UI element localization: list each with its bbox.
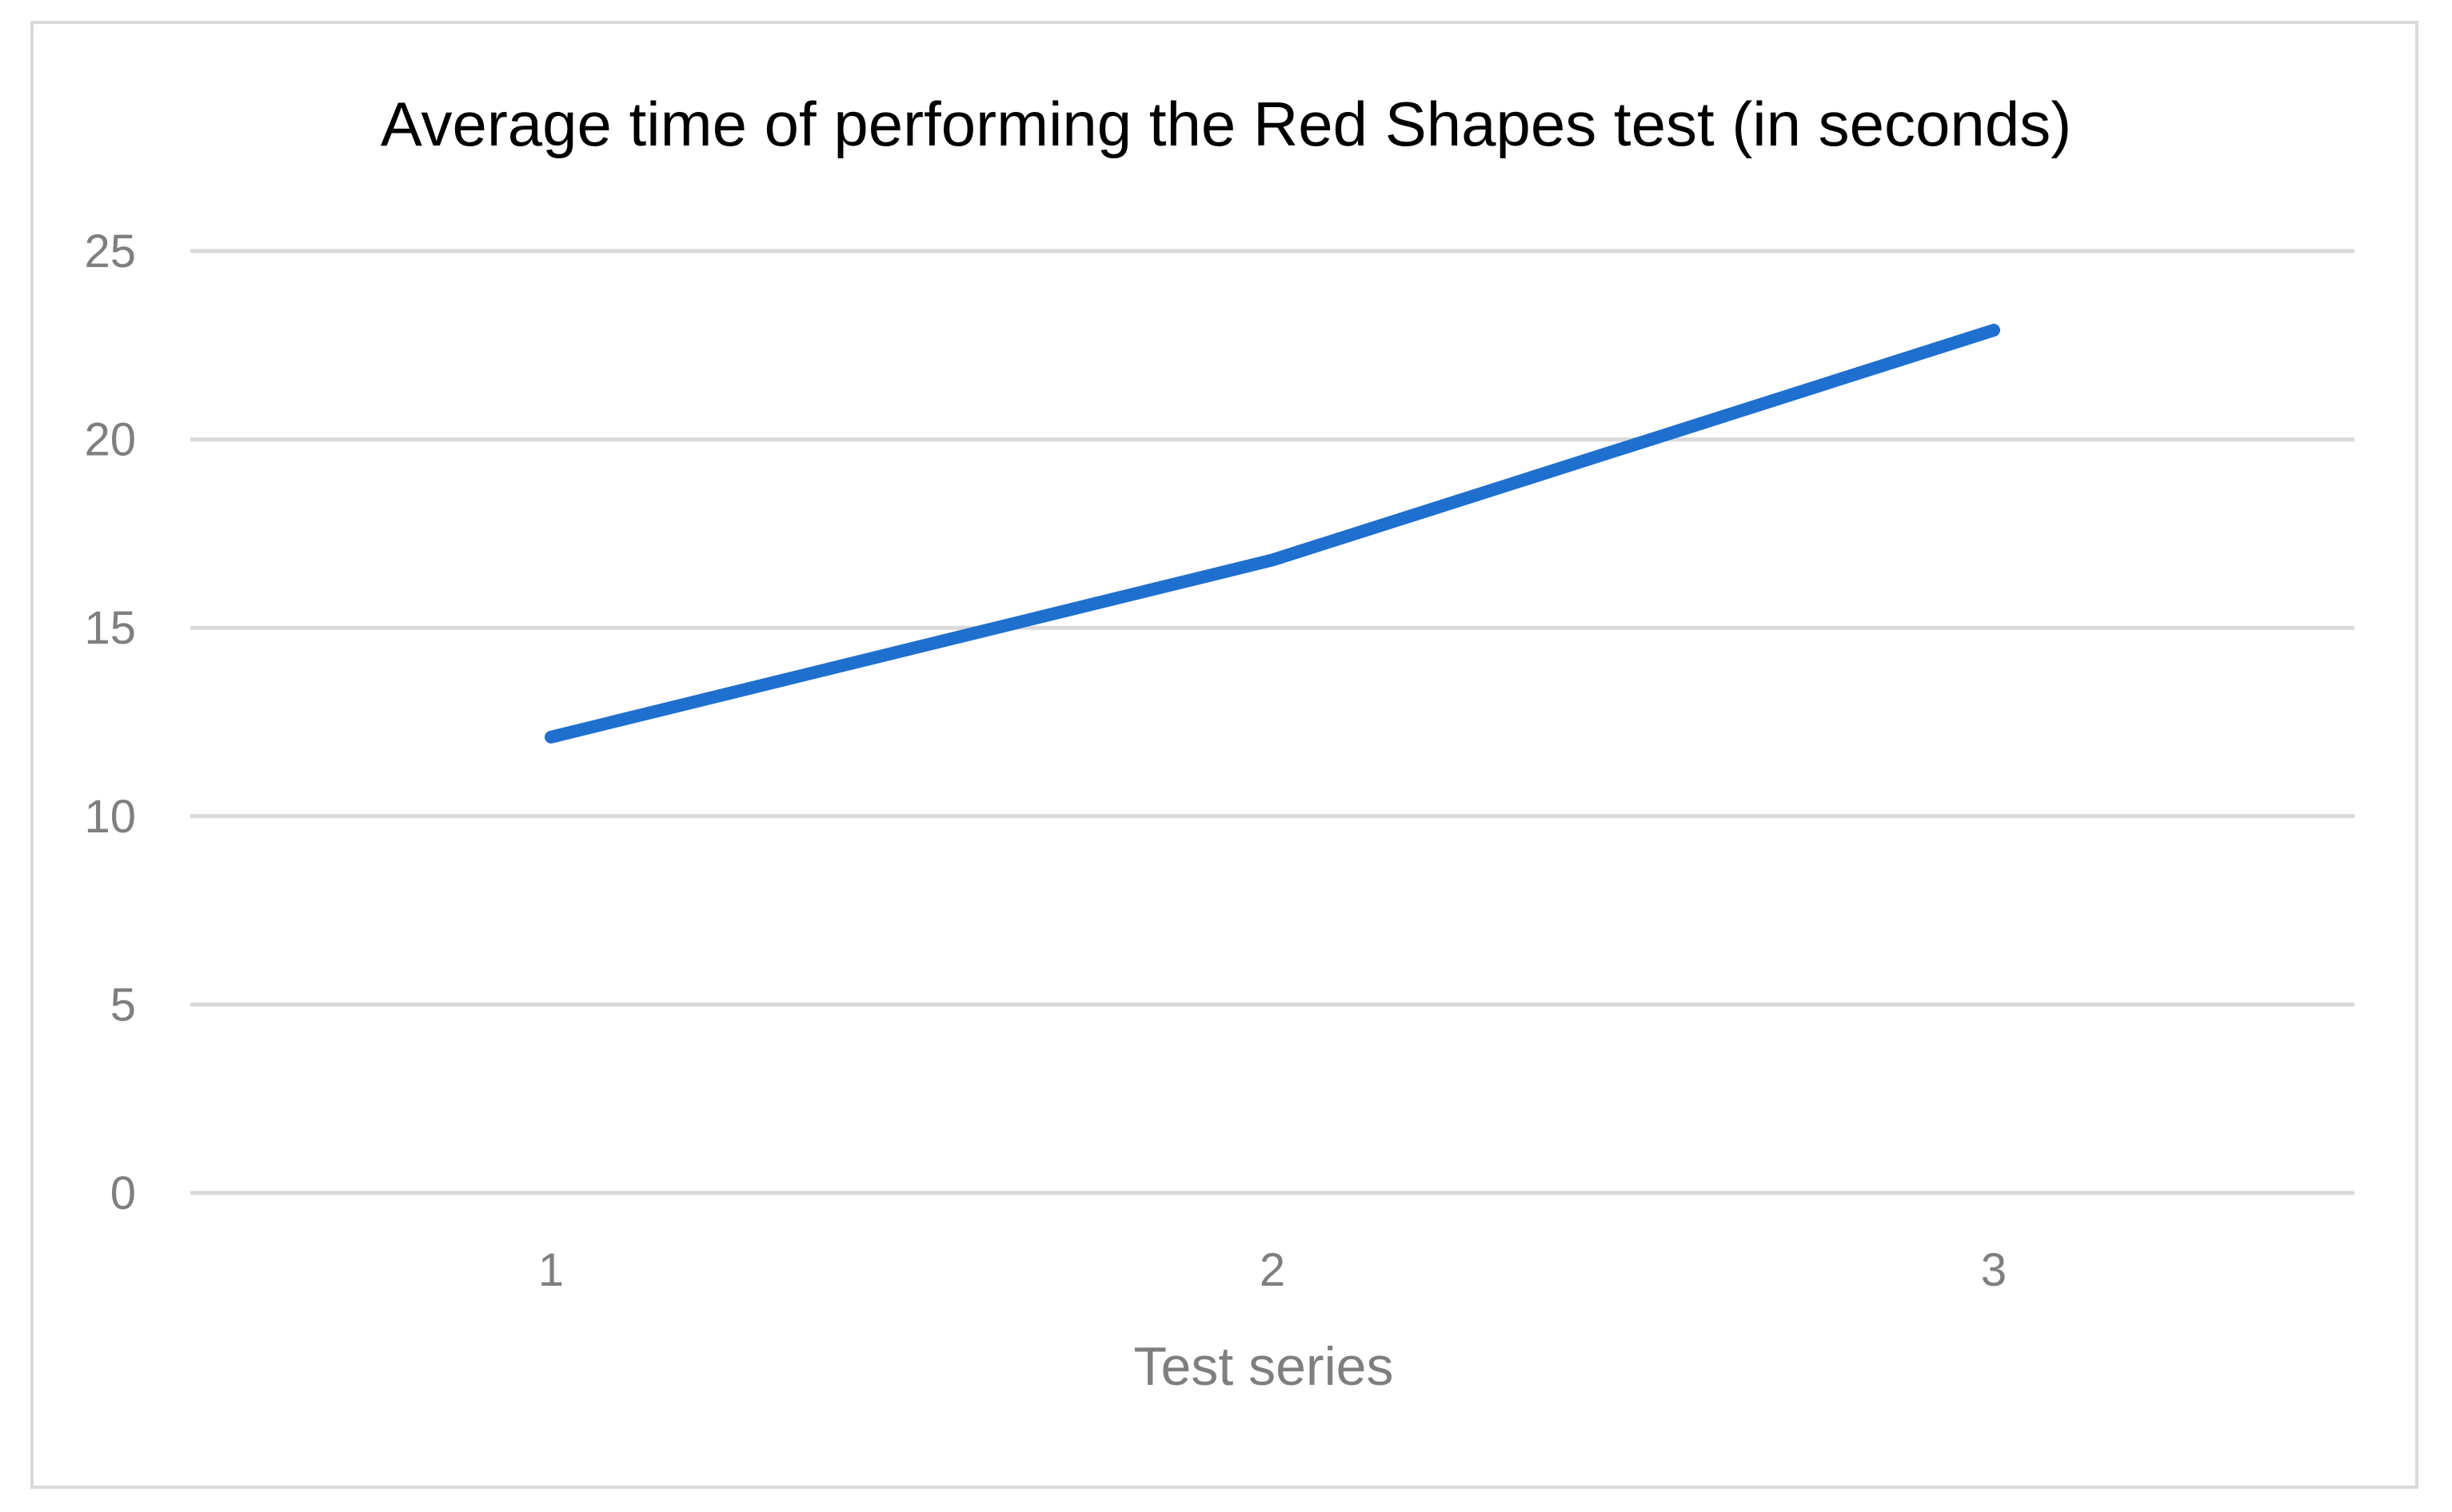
x-axis-ticks: 1 2 3 (538, 1244, 2007, 1296)
chart-frame (30, 21, 2418, 1489)
x-axis-label: Test series (1134, 1336, 1394, 1397)
x-tick-label: 2 (1260, 1244, 1285, 1296)
y-tick-label: 15 (84, 602, 136, 654)
x-tick-label: 3 (1981, 1244, 2007, 1296)
chart-title: Average time of performing the Red Shape… (381, 89, 2071, 159)
y-tick-label: 0 (110, 1167, 136, 1219)
y-tick-label: 10 (84, 791, 136, 843)
x-tick-label: 1 (538, 1244, 564, 1296)
series-layer (545, 323, 2000, 744)
y-tick-label: 5 (110, 979, 136, 1031)
gridlines (190, 249, 2354, 1195)
y-tick-label: 20 (84, 414, 136, 466)
y-axis-ticks: 0 5 10 15 20 25 (84, 225, 136, 1219)
y-tick-label: 25 (84, 225, 136, 277)
series-line (545, 323, 2000, 744)
